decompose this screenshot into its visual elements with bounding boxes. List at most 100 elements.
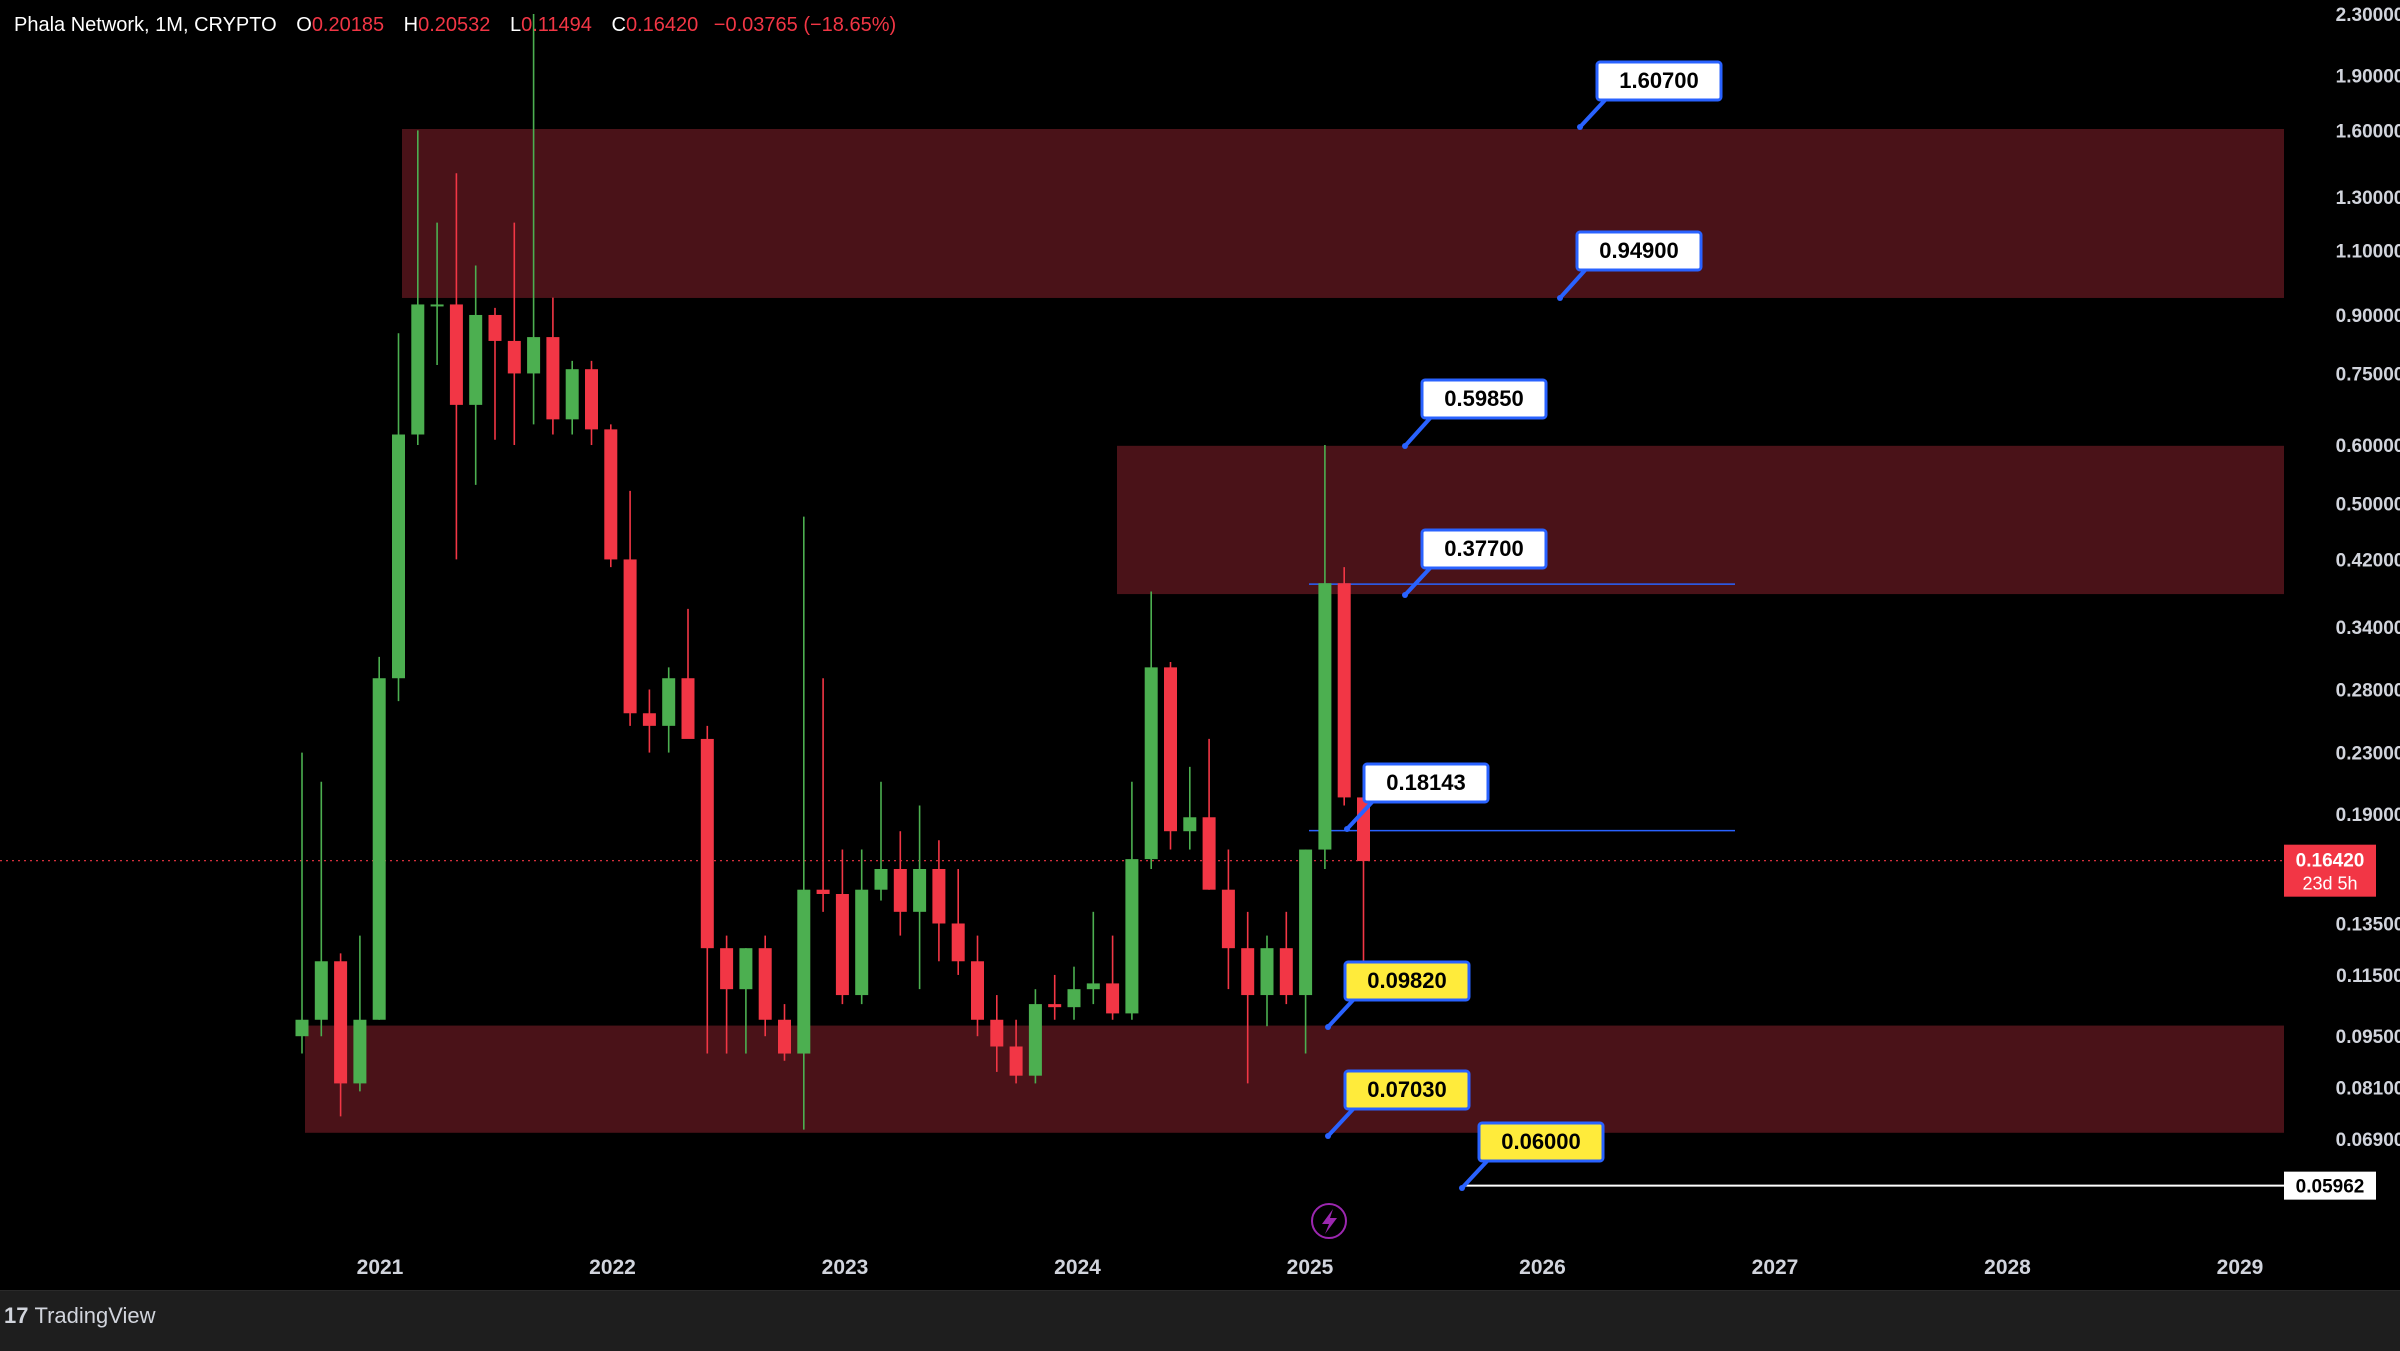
y-axis-tick: 0.75000 (2336, 364, 2400, 385)
candle-body[interactable] (392, 434, 405, 679)
candle-body[interactable] (874, 868, 888, 890)
price-callout[interactable] (1477, 1121, 1605, 1163)
close-value: 0.16420 (625, 14, 699, 36)
candle-body[interactable] (1183, 817, 1197, 832)
price-callout-label: 0.59850 (1444, 386, 1524, 411)
y-axis-tick: 1.10000 (2336, 242, 2400, 263)
candle-body[interactable] (527, 337, 541, 374)
low-value: 0.11494 (521, 14, 592, 36)
candle-body[interactable] (449, 304, 463, 405)
candle-body[interactable] (372, 678, 386, 1020)
candle-body[interactable] (932, 868, 946, 924)
candle-body[interactable] (855, 889, 869, 996)
callout-anchor (1325, 1024, 1331, 1030)
candle-body[interactable] (913, 868, 927, 912)
y-axis-tick: 0.08100 (2336, 1078, 2400, 1099)
candle-body[interactable] (1337, 583, 1351, 798)
candle-body[interactable] (353, 1019, 367, 1084)
candle-body[interactable] (1028, 1004, 1042, 1076)
candle-body[interactable] (758, 948, 772, 1020)
candle-body[interactable] (797, 889, 811, 1054)
y-axis-tick: 0.34000 (2336, 618, 2400, 639)
price-zone (402, 129, 2284, 298)
callout-pointer (1578, 96, 1609, 129)
candle-body[interactable] (1125, 859, 1139, 1014)
y-axis-tick: 0.11500 (2336, 966, 2400, 987)
candle-body[interactable] (1144, 667, 1158, 860)
callout-pointer (1326, 996, 1357, 1029)
price-callout-label: 0.94900 (1599, 238, 1679, 263)
candle-body[interactable] (334, 961, 348, 1084)
candle-body[interactable] (1086, 983, 1100, 990)
candle-body[interactable] (720, 948, 734, 990)
candle-body[interactable] (1299, 849, 1313, 996)
current-price-tag[interactable] (2284, 844, 2376, 897)
price-callout[interactable] (1420, 528, 1548, 570)
support-price-tag[interactable] (2284, 1171, 2376, 1200)
candle-body[interactable] (893, 868, 907, 912)
tradingview-logo[interactable]: 17 TradingView (4, 1303, 156, 1329)
price-callout[interactable] (1575, 230, 1703, 272)
y-axis-tick: 0.13500 (2336, 914, 2400, 935)
y-axis-tick: 0.90000 (2336, 306, 2400, 327)
candle-body[interactable] (1067, 989, 1081, 1008)
candle-body[interactable] (971, 961, 984, 1020)
candle-body[interactable] (1009, 1046, 1023, 1076)
y-axis-tick: 0.42000 (2336, 550, 2400, 571)
change-value: −0.03765 (−18.65%) (713, 14, 897, 36)
price-zone (305, 1025, 2284, 1133)
brand-name: TradingView (34, 1303, 156, 1328)
candle-body[interactable] (739, 948, 753, 990)
candle-body[interactable] (951, 923, 965, 962)
alert-icon[interactable] (1311, 1203, 1347, 1239)
candle-body[interactable] (469, 314, 483, 405)
candle-body[interactable] (1221, 889, 1235, 949)
candle-body[interactable] (507, 340, 521, 374)
candle-body[interactable] (488, 314, 502, 341)
candle-body[interactable] (700, 738, 714, 949)
y-axis-tick: 0.06900 (2336, 1130, 2400, 1151)
candle-body[interactable] (778, 1019, 791, 1054)
price-callout-label: 0.18143 (1386, 770, 1466, 795)
candle-body[interactable] (990, 1019, 1004, 1047)
candle-body[interactable] (565, 369, 579, 420)
price-callout[interactable] (1343, 1069, 1471, 1111)
price-callout[interactable] (1362, 762, 1490, 804)
symbol-title[interactable]: Phala Network, 1M, CRYPTO (14, 14, 277, 36)
candle-body[interactable] (662, 678, 676, 726)
candle-body[interactable] (623, 559, 637, 714)
price-chart[interactable]: 1.60700 0.94900 0.59850 0.37700 0.18143 0.098… (0, 0, 2400, 1290)
candle-body[interactable] (295, 1019, 309, 1037)
candle-body[interactable] (604, 429, 618, 560)
candle-body[interactable] (1260, 948, 1274, 996)
candle-body[interactable] (546, 337, 560, 420)
candle-body[interactable] (835, 894, 849, 996)
candle-body[interactable] (1279, 948, 1293, 996)
candle-body[interactable] (1164, 667, 1177, 832)
price-callout[interactable] (1595, 60, 1723, 102)
candle-body[interactable] (430, 304, 444, 307)
callout-pointer (1403, 564, 1434, 597)
candle-body[interactable] (816, 889, 830, 895)
callout-anchor (1459, 1185, 1465, 1191)
open-label: O (296, 14, 312, 36)
candle-body[interactable] (1318, 583, 1332, 850)
candle-body[interactable] (642, 713, 656, 726)
high-value: 0.20532 (418, 14, 491, 36)
price-callout[interactable] (1343, 960, 1471, 1002)
candle-body[interactable] (1241, 948, 1255, 996)
candle-body[interactable] (585, 369, 598, 430)
candle-body[interactable] (1202, 817, 1216, 890)
lightning-icon (1322, 1209, 1337, 1234)
candle-body[interactable] (411, 304, 425, 435)
price-callout[interactable] (1420, 378, 1548, 420)
candle-body[interactable] (1048, 1004, 1062, 1008)
y-axis-tick: 0.09500 (2336, 1027, 2400, 1048)
candle-body[interactable] (681, 678, 695, 739)
current-price-label: 0.16420 (2296, 851, 2365, 872)
callout-anchor (1325, 1133, 1331, 1139)
candle-body[interactable] (1106, 983, 1120, 1014)
y-axis-tick: 0.60000 (2336, 436, 2400, 457)
candle-body[interactable] (314, 961, 328, 1020)
